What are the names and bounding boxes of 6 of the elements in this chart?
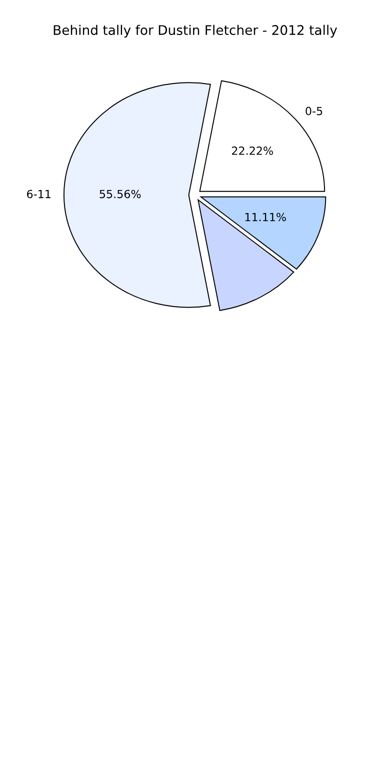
slice-label: 6-11 [27,190,50,198]
slice-label: 0-5 [306,106,322,116]
data-label: 55.56% [100,190,141,198]
chart-title: Behind tally for Dustin Fletcher - 2012 tally [54,24,338,38]
data-label: 22.22% [232,146,273,155]
data-label: 11.11% [245,212,286,222]
